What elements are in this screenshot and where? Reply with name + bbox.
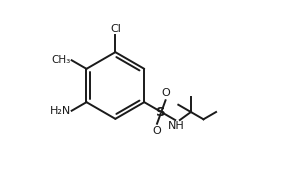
Text: O: O: [162, 88, 171, 98]
Text: O: O: [152, 126, 161, 136]
Text: NH: NH: [168, 121, 184, 131]
Text: CH₃: CH₃: [51, 55, 71, 65]
Text: H₂N: H₂N: [50, 106, 71, 116]
Text: Cl: Cl: [110, 24, 121, 34]
Text: S: S: [156, 106, 166, 119]
